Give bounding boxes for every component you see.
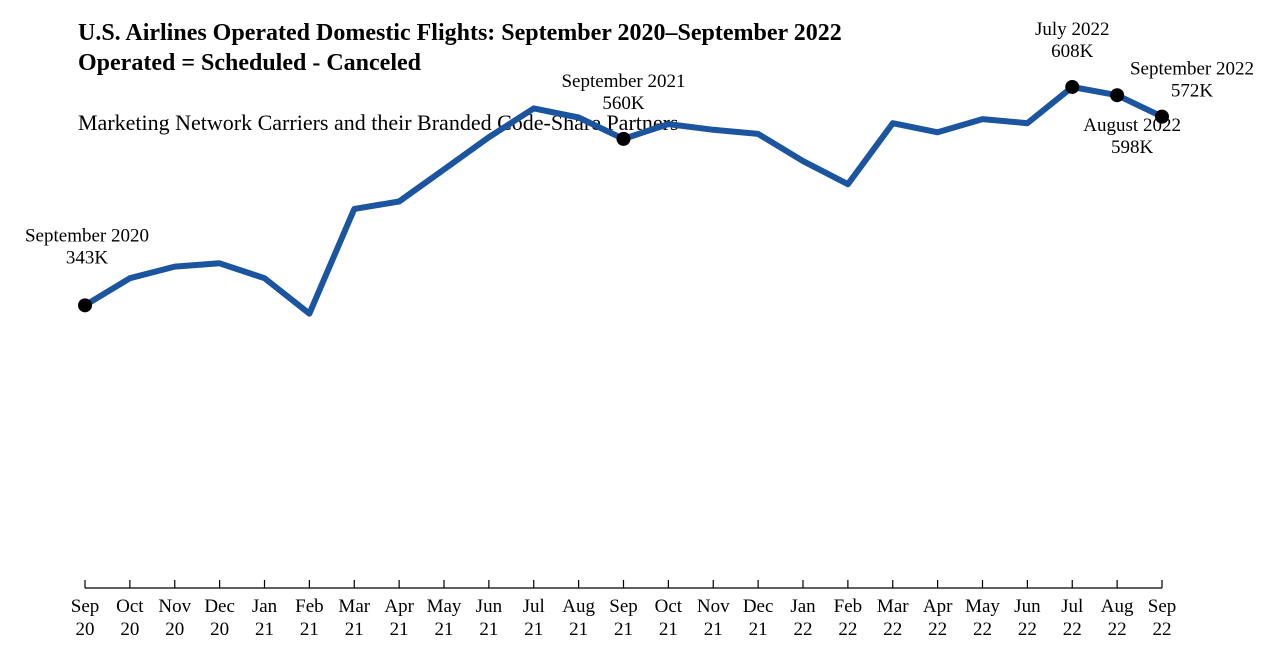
x-tick-label-month: Nov [158,596,191,617]
x-tick-label-month: Jun [1014,596,1041,617]
x-tick-label-year: 21 [614,619,633,640]
data-annotation-label: September 2022 [1130,59,1254,80]
x-tick-label-year: 22 [1153,619,1172,640]
x-tick-label-year: 21 [255,619,274,640]
data-marker [1155,109,1169,124]
x-tick-label-year: 20 [210,619,229,640]
x-tick-label-month: Jul [1061,596,1083,617]
data-annotation-label: July 2022 [1035,19,1109,40]
x-tick-label-year: 21 [479,619,498,640]
x-tick-label-year: 22 [883,619,902,640]
chart-subtitle: Marketing Network Carriers and their Bra… [78,110,679,135]
x-tick-label-month: Oct [655,596,683,617]
data-annotation-label: September 2020 [25,225,149,246]
x-tick-label-month: Sep [1148,596,1177,617]
x-tick-label-year: 22 [1018,619,1037,640]
x-tick-label-year: 21 [300,619,319,640]
data-marker [616,131,631,146]
x-tick-label-month: Jul [523,596,545,617]
x-tick-label-year: 21 [524,619,543,640]
x-tick-label-month: Jan [252,596,278,617]
x-tick-label-month: Oct [116,596,144,617]
x-tick-label-year: 22 [838,619,857,640]
data-annotation-label: September 2021 [561,71,685,92]
x-tick-label-year: 21 [659,619,678,640]
x-tick-label-month: Aug [1101,596,1134,617]
x-tick-label-month: Mar [338,596,370,617]
x-tick-label-month: Feb [295,596,324,617]
data-annotation-label: 343K [66,247,109,268]
x-tick-label-year: 21 [704,619,723,640]
data-annotation-label: 598K [1111,137,1154,158]
x-tick-label-month: Sep [609,596,638,617]
x-tick-label-month: Feb [834,596,863,617]
x-tick-label-month: Apr [384,596,414,617]
x-tick-label-year: 21 [435,619,454,640]
x-tick-label-year: 22 [1108,619,1127,640]
x-tick-label-year: 22 [1063,619,1082,640]
x-tick-label-month: Jan [790,596,816,617]
series-line [82,84,1165,317]
x-tick-label-month: May [427,596,462,617]
x-tick-label-month: May [965,596,1000,617]
x-tick-label-month: Apr [923,596,953,617]
data-annotation-label: 572K [1171,81,1214,102]
x-tick-label-month: Mar [877,596,909,617]
x-tick-label-month: Aug [562,596,595,617]
x-tick-label-month: Nov [697,596,730,617]
x-tick-label-month: Sep [71,596,100,617]
x-tick-label-year: 21 [749,619,768,640]
data-marker [1110,88,1125,103]
x-tick-label-year: 20 [76,619,95,640]
x-tick-label-year: 20 [120,619,139,640]
x-tick-label-month: Jun [476,596,503,617]
chart-title: U.S. Airlines Operated Domestic Flights:… [78,18,842,78]
x-tick-label-month: Dec [204,596,235,617]
x-tick-label-year: 20 [165,619,184,640]
x-tick-label-year: 22 [973,619,992,640]
x-tick-label-month: Dec [743,596,774,617]
data-annotation-label: 560K [602,93,645,114]
chart-title-line-1: U.S. Airlines Operated Domestic Flights:… [78,20,842,46]
x-tick-label-year: 21 [390,619,409,640]
data-marker [78,298,92,313]
x-tick-label-year: 22 [794,619,813,640]
data-marker [1065,79,1080,94]
x-tick-label-year: 21 [345,619,364,640]
chart-title-line-2: Operated = Scheduled - Canceled [78,50,421,76]
x-tick-label-year: 22 [928,619,947,640]
x-tick-label-year: 21 [569,619,588,640]
data-annotation-label: 608K [1051,41,1094,62]
